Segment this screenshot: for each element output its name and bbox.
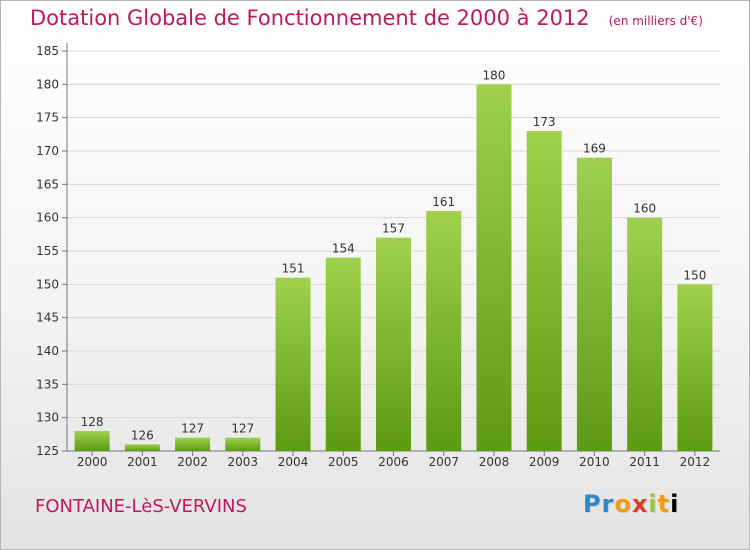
commune-name: FONTAINE-LèS-VERVINS [35,496,247,517]
bar-value-label: 157 [382,222,405,236]
bar-value-label: 169 [583,142,606,156]
y-tick-label: 150 [36,277,59,291]
y-tick-label: 180 [36,77,59,91]
x-tick-label: 2004 [278,455,309,469]
x-tick-label: 2008 [479,455,510,469]
bar-value-label: 173 [533,115,556,129]
x-tick-label: 2006 [378,455,409,469]
bar-value-label: 128 [81,415,104,429]
bar [476,84,512,451]
title-text: Dotation Globale de Fonctionnement de 20… [30,6,590,30]
x-tick-label: 2000 [77,455,108,469]
bar [225,437,261,451]
bar-value-label: 154 [332,242,355,256]
bar [526,131,562,451]
bar-value-label: 151 [282,262,305,276]
y-tick-label: 165 [36,177,59,191]
bar [627,217,663,451]
chart-title: Dotation Globale de Fonctionnement de 20… [30,6,703,30]
bar [175,437,211,451]
bar [426,211,462,451]
proxiti-logo: Proxiti [583,490,679,518]
bar [677,284,713,451]
bar-value-label: 161 [432,195,455,209]
x-tick-label: 2011 [629,455,660,469]
x-tick-label: 2007 [428,455,459,469]
y-tick-label: 170 [36,144,59,158]
y-tick-label: 160 [36,211,59,225]
bar [376,237,411,451]
logo-letter: P [583,490,602,518]
x-tick-label: 2009 [529,455,560,469]
logo-letter: x [631,490,649,518]
bar [124,444,160,451]
y-tick-label: 185 [36,44,59,58]
y-tick-label: 175 [36,111,59,125]
y-tick-label: 135 [36,377,59,391]
logo-letter: t [657,490,671,518]
x-tick-label: 2001 [127,455,158,469]
x-tick-label: 2003 [228,455,259,469]
bar [275,277,311,451]
bar-value-label: 180 [483,68,506,82]
bar-value-label: 126 [131,428,154,442]
x-tick-label: 2010 [579,455,610,469]
bar [74,431,110,451]
bar [576,157,612,451]
logo-letter: o [614,490,632,518]
y-tick-label: 130 [36,411,59,425]
y-tick-label: 145 [36,311,59,325]
x-tick-label: 2012 [680,455,711,469]
logo-letter: i [670,490,680,518]
logo-letter: i [648,490,658,518]
bar-value-label: 160 [633,202,656,216]
bar [325,257,361,451]
bar-value-label: 127 [231,422,254,436]
bar-value-label: 150 [683,268,706,282]
logo-letter: r [601,490,615,518]
unit-note: (en milliers d'€) [608,14,703,28]
x-tick-label: 2002 [177,455,208,469]
bar-value-label: 127 [181,422,204,436]
x-tick-label: 2005 [328,455,359,469]
y-tick-label: 155 [36,244,59,258]
y-tick-label: 140 [36,344,59,358]
y-tick-label: 125 [36,444,59,458]
